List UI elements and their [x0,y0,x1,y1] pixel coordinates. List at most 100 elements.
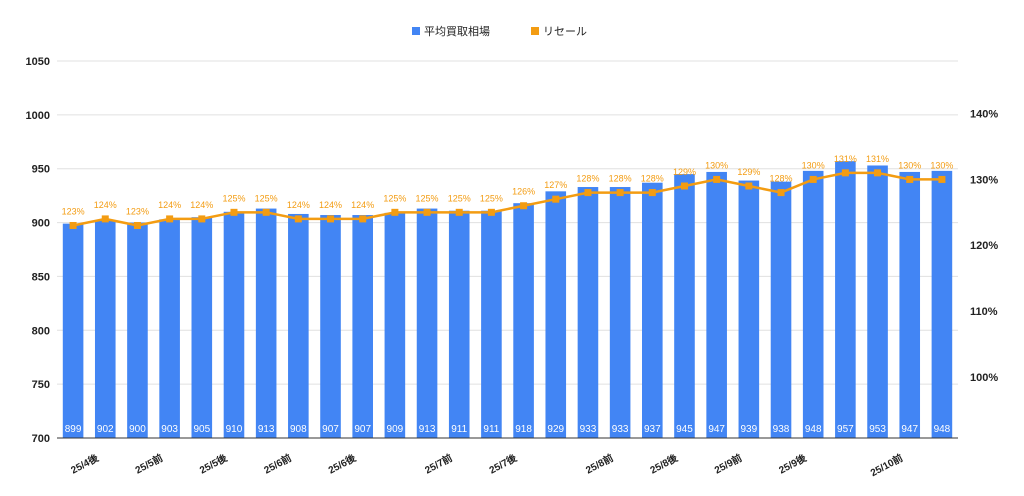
line-point [680,182,688,190]
bar-value-label: 905 [193,424,210,435]
y-axis-left: 700 750 800 850 900 950 1000 1050 [26,56,50,445]
y-right-tick-label: 100% [970,372,998,384]
bar-value-label: 938 [773,424,790,435]
bar [255,208,277,438]
line-value-label: 125% [383,193,406,203]
bar [642,182,663,438]
bar [835,161,856,438]
bar-value-label: 953 [869,424,886,435]
x-tick-label: 25/5前 [133,451,165,476]
line-value-label: 124% [287,200,310,210]
bar-value-label: 929 [547,424,564,435]
line-point [874,169,882,177]
line-point [455,208,463,216]
bar-value-label: 918 [515,424,532,435]
bar-value-label: 900 [129,424,146,435]
line-value-label: 130% [802,160,825,170]
legend-label-line: リセール [543,25,587,38]
y-right-tick-label: 140% [970,109,998,121]
line-value-label: 130% [930,160,953,170]
line-value-label: 124% [158,200,181,210]
bar [577,187,599,438]
bar-value-label: 913 [419,424,436,435]
bar-value-label: 933 [580,424,597,435]
y-left-tick-label: 750 [32,379,50,391]
line-value-label: 126% [512,187,535,197]
y-right-tick-label: 110% [970,306,998,318]
x-tick-label: 25/5後 [197,451,230,477]
bar [384,212,406,438]
line-point [487,208,495,216]
bar [513,203,534,438]
line-value-label: 129% [673,167,696,177]
line-point [230,208,238,216]
line-value-label: 124% [319,200,342,210]
line-value-label: 128% [609,174,632,184]
bar [159,219,180,438]
bar [802,170,824,438]
bar-series [62,161,953,439]
x-tick-label: 25/7前 [422,451,454,476]
line-point [166,215,174,223]
x-tick-label: 25/7後 [487,451,520,477]
x-tick-label: 25/8前 [583,451,615,476]
line-series [69,169,946,229]
bar [352,215,373,438]
line-value-label: 130% [705,160,728,170]
y-left-tick-label: 1050 [26,56,50,68]
line-point [327,215,335,223]
line-value-label: 124% [351,200,374,210]
bar-value-label: 902 [97,424,114,435]
bar-value-label: 911 [451,424,467,435]
y-left-tick-label: 950 [32,164,50,176]
bar [448,210,470,438]
line-point [584,189,592,197]
bar-value-label: 913 [258,424,275,435]
y-left-tick-label: 1000 [26,110,50,122]
x-tick-label: 25/9前 [712,451,744,476]
bar [223,211,245,438]
line-value-labels: 123% 124% 123% 124% 124% 125% 125% 124% 124% 124%… [62,154,954,217]
line-point [262,208,270,216]
line-point [841,169,849,177]
line-value-label: 125% [255,193,278,203]
bar-value-label: 933 [612,424,629,435]
legend-swatch-bar [412,27,420,35]
line-value-label: 128% [576,174,599,184]
line-point [101,215,109,223]
bar [609,187,631,438]
bar [738,180,760,438]
bar-value-label: 945 [676,424,693,435]
line-point [69,221,77,229]
line-value-label: 123% [62,206,85,216]
bar-value-label: 947 [708,424,725,435]
x-tick-label: 25/6後 [326,451,359,477]
line-point [359,215,367,223]
line-point [745,182,753,190]
bar-value-label: 948 [805,424,822,435]
line-value-label: 124% [94,200,117,210]
line-value-label: 130% [898,160,921,170]
bar [481,210,502,438]
line-value-label: 129% [737,167,760,177]
bar-value-label: 909 [387,424,404,435]
line-point [520,202,528,210]
line-value-label: 128% [641,174,664,184]
x-axis: 25/4後 25/5前 25/5後 25/6前 25/6後 25/7前 25/7後 25/8前… [68,451,905,479]
line-path [72,171,942,227]
bar-value-label: 957 [837,424,854,435]
line-point [713,175,721,183]
legend-swatch-line [531,27,539,35]
bar [545,191,567,438]
bar-value-label: 908 [290,424,307,435]
line-point [294,215,302,223]
x-tick-label: 25/8後 [648,451,681,477]
bar [62,223,84,438]
x-tick-label: 25/4後 [68,451,101,477]
bar-value-label: 903 [161,424,178,435]
line-value-label: 125% [448,193,471,203]
bar-value-label: 907 [354,424,371,435]
line-point [391,208,399,216]
bar-value-label: 911 [483,424,499,435]
